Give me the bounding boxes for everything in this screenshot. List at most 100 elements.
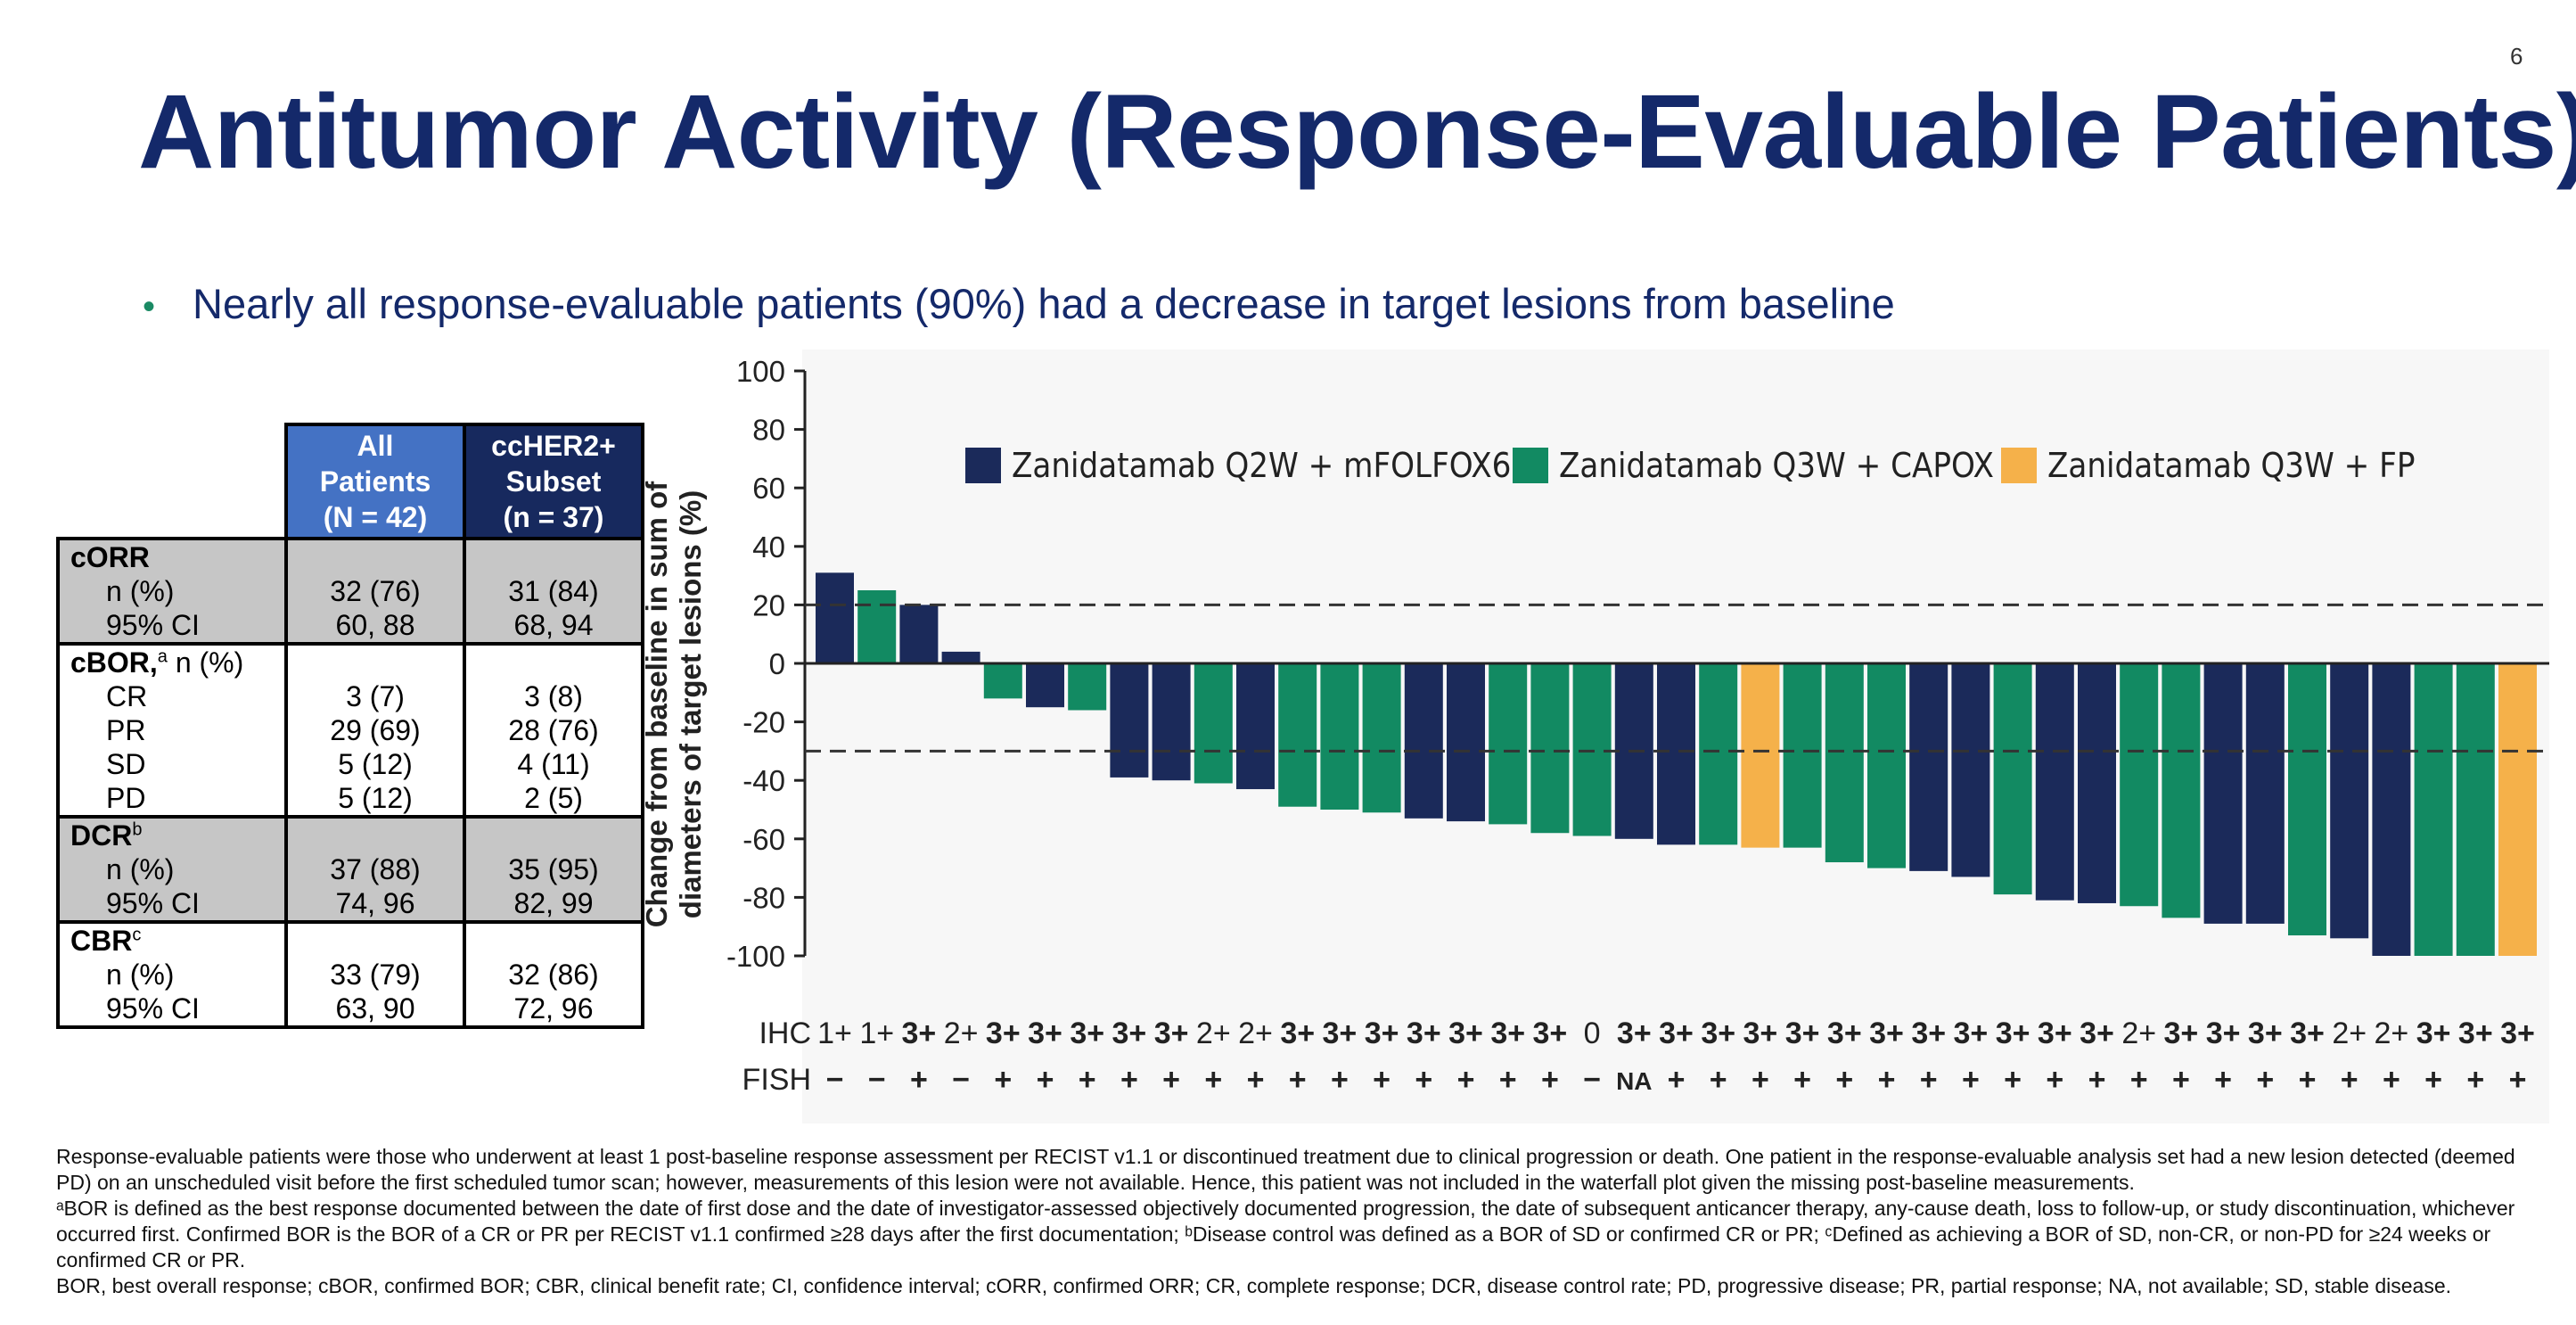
- fish-status: −: [826, 1063, 844, 1097]
- legend-label: Zanidatamab Q3W + CAPOX: [1559, 446, 1994, 485]
- row-label: 95% CI: [106, 887, 200, 919]
- ihc-score: 3+: [1785, 1016, 1820, 1050]
- ihc-score: 2+: [2375, 1016, 2409, 1050]
- bar: [816, 572, 854, 663]
- bar: [1741, 663, 1780, 848]
- y-tick-label: -20: [742, 706, 785, 739]
- fish-status: +: [1752, 1063, 1769, 1097]
- fish-status: +: [1331, 1063, 1349, 1097]
- bar: [899, 605, 939, 663]
- bar: [1951, 663, 1990, 877]
- ihc-score: 3+: [1028, 1016, 1062, 1050]
- bar: [1530, 663, 1570, 834]
- y-tick-label: 60: [752, 472, 785, 505]
- y-tick-label: -60: [742, 823, 785, 856]
- ihc-row: IHC 1+ 1+ 3+ 2+ 3+ 3+ 3+ 3+ 3+ 2+ 2+ 3+ 3+ 3+ 3+ 3+ 3+ 3+ 0…: [759, 1016, 2534, 1050]
- cell-value: 4 (11): [517, 748, 590, 780]
- row-label: SD: [106, 748, 146, 780]
- fish-status: +: [2383, 1063, 2400, 1097]
- fish-status: +: [1373, 1063, 1391, 1097]
- page-number: 6: [2510, 43, 2523, 70]
- footnote-marker: c: [132, 925, 142, 945]
- ihc-score: 3+: [1869, 1016, 1904, 1050]
- bar: [1825, 663, 1864, 863]
- reference-lines: [805, 603, 2549, 753]
- bar: [2372, 663, 2411, 956]
- footnote-1: Response-evaluable patients were those w…: [56, 1145, 2515, 1194]
- footnotes: Response-evaluable patients were those w…: [56, 1144, 2525, 1299]
- cell-sub: 31 (84) 68, 94: [464, 537, 644, 644]
- footnote-marker: a: [157, 646, 168, 667]
- cell-sub: 32 (86) 72, 96: [464, 920, 644, 1029]
- bar: [2288, 663, 2326, 936]
- bar: [1699, 663, 1738, 845]
- fish-status: +: [2088, 1063, 2106, 1097]
- ihc-score: 3+: [2038, 1016, 2072, 1050]
- bar: [2162, 663, 2201, 918]
- ihc-score: 0: [1584, 1016, 1601, 1050]
- fish-status: +: [1079, 1063, 1096, 1097]
- ihc-score: 1+: [859, 1016, 894, 1050]
- legend-label: Zanidatamab Q2W + mFOLFOX6: [1012, 446, 1511, 485]
- ihc-score: 3+: [2080, 1016, 2114, 1050]
- ihc-score: 3+: [2290, 1016, 2325, 1050]
- bar: [1068, 663, 1107, 711]
- ihc-score: 3+: [2248, 1016, 2283, 1050]
- bar: [941, 651, 980, 663]
- header-all-patients: All Patients (N = 42): [284, 423, 466, 540]
- fish-status: +: [1204, 1063, 1222, 1097]
- fish-status: +: [2046, 1063, 2063, 1097]
- bar: [2035, 663, 2074, 901]
- cell-value: 35 (95): [508, 853, 599, 885]
- fish-status: +: [1120, 1063, 1138, 1097]
- y-axis: 100 80 60 40 20 0 -20 -40 -60 -80 -100: [726, 355, 807, 973]
- ihc-score: 3+: [2416, 1016, 2451, 1050]
- legend-swatch: [1513, 448, 1548, 483]
- bar: [2120, 663, 2159, 907]
- cell-value: 3 (8): [524, 680, 583, 712]
- bar: [1783, 663, 1822, 848]
- fish-status: +: [1499, 1063, 1517, 1097]
- cell-value: 32 (76): [330, 575, 421, 607]
- ihc-score: 3+: [2458, 1016, 2493, 1050]
- ihc-score: 3+: [2164, 1016, 2199, 1050]
- table-group-corr: cORR n (%) 95% CI 32 (76) 60, 88 31 (84) 6…: [56, 537, 644, 644]
- group-label-dcr: DCR: [70, 819, 133, 852]
- fish-status: +: [1162, 1063, 1180, 1097]
- table-group-cbr: CBRc n (%) 95% CI 33 (79) 63, 90 32 (86) 7…: [56, 920, 644, 1029]
- bar: [2078, 663, 2116, 903]
- bar: [1657, 663, 1695, 845]
- header-sub-line1: ccHER2+: [491, 430, 616, 462]
- ihc-label: IHC: [759, 1016, 811, 1050]
- cell-all: 3 (7) 29 (69) 5 (12) 5 (12): [286, 642, 466, 817]
- bar: [1152, 663, 1191, 781]
- bar: [1447, 663, 1485, 822]
- fish-status: +: [1793, 1063, 1811, 1097]
- fish-status: +: [2341, 1063, 2359, 1097]
- summary-table: All Patients (N = 42) ccHER2+ Subset (n …: [56, 423, 644, 1029]
- cell-value: 5 (12): [338, 748, 413, 780]
- row-label: cORR n (%) 95% CI: [56, 537, 288, 644]
- fish-status: +: [1710, 1063, 1727, 1097]
- ihc-score: 3+: [1659, 1016, 1694, 1050]
- fish-status: +: [2004, 1063, 2022, 1097]
- group-label-cbor: cBOR,: [70, 646, 158, 679]
- cell-value: 60, 88: [335, 609, 415, 641]
- bullet-text: Nearly all response-evaluable patients (…: [193, 280, 1895, 327]
- cell-all: 37 (88) 74, 96: [286, 815, 466, 922]
- bar: [1909, 663, 1948, 871]
- ihc-score: 3+: [1154, 1016, 1189, 1050]
- fish-status: +: [1878, 1063, 1896, 1097]
- cell-value: 82, 99: [513, 887, 594, 919]
- fish-status: +: [1415, 1063, 1432, 1097]
- ihc-score: 1+: [817, 1016, 852, 1050]
- ihc-score: 3+: [1407, 1016, 1441, 1050]
- cell-value: 31 (84): [508, 575, 599, 607]
- y-tick-label: 80: [752, 414, 785, 447]
- fish-label: FISH: [742, 1063, 811, 1097]
- cell-value: 5 (12): [338, 782, 413, 814]
- bullet-point: • Nearly all response-evaluable patients …: [143, 279, 1895, 328]
- bar: [1278, 663, 1317, 807]
- cell-value: 68, 94: [513, 609, 594, 641]
- bullet-dot-icon: •: [143, 287, 156, 326]
